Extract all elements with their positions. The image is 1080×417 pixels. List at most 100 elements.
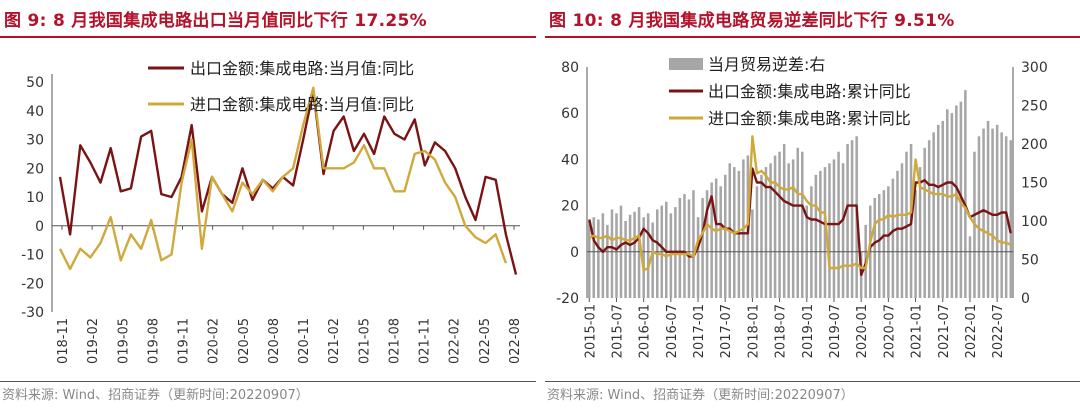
trade-deficit-bar — [914, 190, 917, 298]
x-tick-label: 2017-07 — [719, 304, 734, 358]
y-tick-label: 10 — [26, 190, 44, 206]
trade-deficit-bar — [937, 124, 940, 299]
y-tick-label-left: 60 — [561, 106, 579, 122]
x-tick-label: 019-11 — [177, 318, 192, 364]
trade-deficit-bar — [624, 221, 627, 298]
y-tick-label-right: 50 — [1021, 253, 1039, 269]
trade-deficit-bar — [955, 105, 958, 298]
y-tick-label: 30 — [26, 133, 44, 149]
trade-deficit-bar — [683, 194, 686, 298]
legend-label: 出口金额:集成电路:当月值:同比 — [190, 59, 414, 78]
y-tick-label-right: 200 — [1021, 137, 1048, 153]
x-tick-label: 2016-01 — [638, 304, 653, 358]
chart-left-plot: 50 40 30 20 10 0 -10 -20 -30 018-11 019-02 019-05 01… — [21, 59, 523, 364]
legend-swatch — [669, 58, 703, 70]
chart-title: 图 10: 8 月我国集成电路贸易逆差同比下行 9.51% — [549, 11, 955, 31]
export-series-line — [58, 89, 518, 275]
x-tick-label: 020-11 — [297, 318, 312, 364]
trade-deficit-bar — [669, 213, 673, 298]
trade-deficit-bar — [927, 140, 931, 298]
trade-deficit-bar — [810, 186, 813, 298]
trade-deficit-bar — [592, 217, 596, 298]
y-tick-label: 50 — [26, 75, 44, 91]
x-tick-label: 020-05 — [237, 318, 252, 364]
trade-deficit-bar — [977, 136, 981, 298]
x-tick-label: 022-08 — [508, 318, 523, 364]
x-tick-label: 2022-07 — [991, 304, 1006, 358]
y-tick-label-left: 20 — [561, 199, 579, 215]
trade-deficit-bar — [751, 209, 754, 298]
x-tick-label: 019-08 — [146, 318, 161, 364]
y-tick-label-right: 0 — [1021, 291, 1030, 307]
trade-deficit-bar — [819, 170, 822, 298]
trade-deficit-bar — [873, 197, 877, 298]
trade-deficit-bar — [601, 213, 605, 298]
trade-deficit-bar — [1000, 132, 1003, 298]
y-tick-label: 20 — [26, 161, 44, 177]
trade-deficit-bar — [891, 178, 895, 298]
x-tick-label: 020-02 — [207, 318, 222, 364]
trade-deficit-bar — [932, 132, 935, 298]
y-tick-label-left: 40 — [561, 152, 579, 168]
trade-deficit-bar — [701, 197, 704, 298]
trade-deficit-bar — [665, 201, 668, 299]
trade-deficit-bar — [918, 167, 922, 298]
x-tick-label: 018-11 — [56, 318, 71, 364]
trade-deficit-bar — [841, 163, 845, 299]
trade-deficit-bar — [896, 170, 899, 298]
trade-deficit-bar — [986, 120, 990, 299]
trade-deficit-bar — [678, 197, 682, 298]
import-cumulative-line — [588, 135, 1012, 272]
trade-deficit-bar — [941, 120, 945, 299]
trade-deficit-bar — [646, 213, 650, 298]
export-cumulative-line — [588, 167, 1012, 277]
trade-deficit-bar — [823, 167, 827, 298]
y-tick-label: -10 — [21, 248, 44, 264]
y-tick-label-left: 80 — [561, 60, 579, 76]
trade-deficit-bar — [633, 211, 636, 298]
x-tick-label: 021-02 — [327, 318, 342, 364]
trade-deficit-bar — [828, 163, 831, 299]
x-tick-label: 019-05 — [116, 318, 131, 364]
x-tick-label: 021-11 — [418, 318, 433, 364]
x-tick-label: 2019-01 — [801, 304, 816, 358]
trade-deficit-bar — [882, 190, 886, 298]
x-tick-label: 2020-01 — [855, 304, 870, 358]
legend-label: 进口金额:集成电路:累计同比 — [708, 109, 911, 128]
trade-deficit-bar — [878, 194, 881, 298]
trade-deficit-bar — [764, 167, 768, 298]
trade-deficit-bar — [791, 159, 795, 298]
y-tick-label-left: -20 — [556, 291, 579, 307]
chart-panel-right: 图 10: 8 月我国集成电路贸易逆差同比下行 9.51% 80 60 40 20 0-… — [545, 0, 1080, 417]
trade-deficit-bar — [991, 128, 994, 298]
trade-deficit-bar — [615, 213, 618, 298]
trade-deficit-bar — [995, 124, 999, 299]
trade-deficit-bar — [959, 101, 963, 298]
trade-deficit-bar — [850, 140, 854, 298]
trade-deficit-bar — [651, 222, 654, 298]
x-tick-label: 022-05 — [478, 318, 493, 364]
trade-deficit-bar — [692, 190, 695, 298]
x-tick-label: 2015-07 — [610, 304, 625, 358]
trade-deficit-bar — [637, 207, 641, 298]
x-tick-label: 2018-01 — [746, 304, 761, 358]
y-tick-label-right: 100 — [1021, 214, 1048, 230]
x-tick-label: 2019-07 — [828, 304, 843, 358]
trade-deficit-bar — [588, 221, 591, 298]
trade-deficit-bar — [782, 144, 786, 298]
x-tick-label: 021-08 — [387, 318, 402, 364]
x-tick-label: 2022-01 — [964, 304, 979, 358]
y-tick-label: -30 — [21, 305, 44, 321]
trade-deficit-bar — [696, 217, 700, 298]
trade-deficit-bar — [982, 128, 985, 298]
trade-deficit-bar — [964, 90, 967, 298]
y-tick-label-left: 0 — [570, 245, 579, 261]
trade-deficit-bar — [846, 144, 849, 298]
y-tick-label: 40 — [26, 104, 44, 120]
trade-deficit-bar — [832, 159, 836, 298]
trade-deficit-bar — [642, 217, 645, 298]
trade-deficit-bar — [968, 236, 972, 298]
title-rule — [545, 36, 1080, 38]
x-tick-label: 2021-07 — [937, 304, 952, 358]
source-rule — [0, 381, 536, 382]
